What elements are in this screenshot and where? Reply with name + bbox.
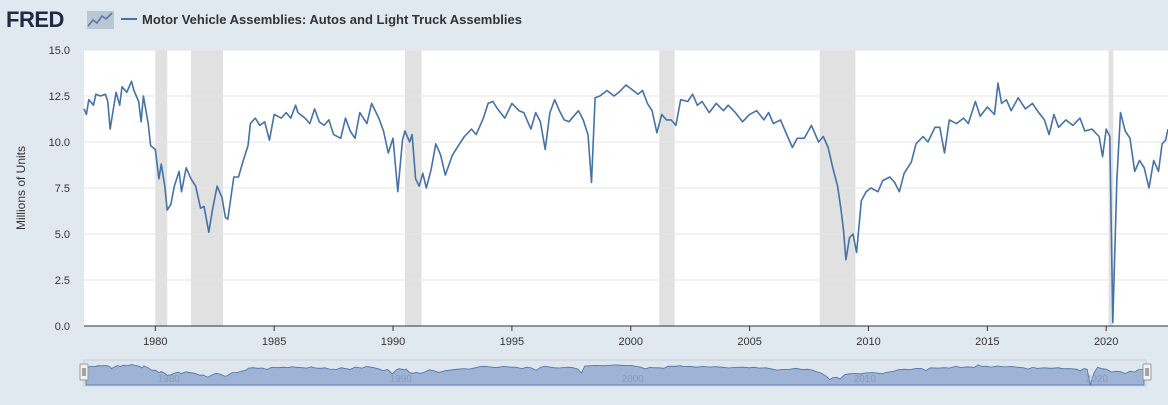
x-axis-ticks: 1980 1985 1990 1995 2000 2005 2010 2015 2020 [143, 326, 1118, 348]
legend-series-label: Motor Vehicle Assemblies: Autos and Ligh… [142, 12, 522, 27]
navigator-area [85, 364, 1145, 387]
x-tick-label: 2010 [856, 336, 880, 348]
x-tick-label: 1980 [143, 336, 167, 348]
fred-logo[interactable]: FRED [6, 7, 114, 32]
x-tick-label: 1985 [262, 336, 286, 348]
navigator-year-label: 2000 [622, 374, 645, 385]
x-tick-label: 2005 [737, 336, 761, 348]
range-navigator[interactable]: 1980 1990 2000 2010 2020 [79, 359, 1152, 387]
x-tick-label: 2000 [619, 336, 643, 348]
x-tick-label: 1990 [381, 336, 405, 348]
navigator-year-labels: 1980 1990 2000 2010 2020 [158, 374, 1109, 385]
x-tick-label: 2020 [1094, 336, 1118, 348]
legend[interactable]: Motor Vehicle Assemblies: Autos and Ligh… [121, 12, 522, 27]
navigator-right-handle[interactable] [1142, 363, 1152, 381]
y-tick-label: 5.0 [55, 229, 70, 241]
y-tick-label: 15.0 [49, 45, 70, 57]
y-tick-label: 12.5 [49, 91, 70, 103]
y-axis-ticks: 0.0 2.5 5.0 7.5 10.0 12.5 15.0 [49, 45, 70, 333]
navigator-series [85, 364, 1145, 387]
series-layer[interactable] [83, 80, 1168, 324]
y-axis-label: Millions of Units [14, 146, 28, 230]
navigator-left-handle[interactable] [79, 363, 89, 381]
gridlines [84, 49, 1168, 281]
y-tick-label: 2.5 [55, 275, 70, 287]
y-tick-label: 0.0 [55, 321, 70, 333]
navigator-year-label: 1980 [158, 374, 181, 385]
fred-logo-text: FRED [6, 7, 64, 32]
logo-chart-icon [87, 11, 114, 29]
navigator-year-label: 2010 [854, 374, 877, 385]
x-tick-label: 2015 [975, 336, 999, 348]
series-line[interactable] [83, 80, 1168, 324]
navigator-year-label: 2020 [1086, 374, 1109, 385]
y-tick-label: 10.0 [49, 137, 70, 149]
x-tick-label: 1995 [500, 336, 524, 348]
y-tick-label: 7.5 [55, 183, 70, 195]
navigator-year-label: 1990 [390, 374, 413, 385]
